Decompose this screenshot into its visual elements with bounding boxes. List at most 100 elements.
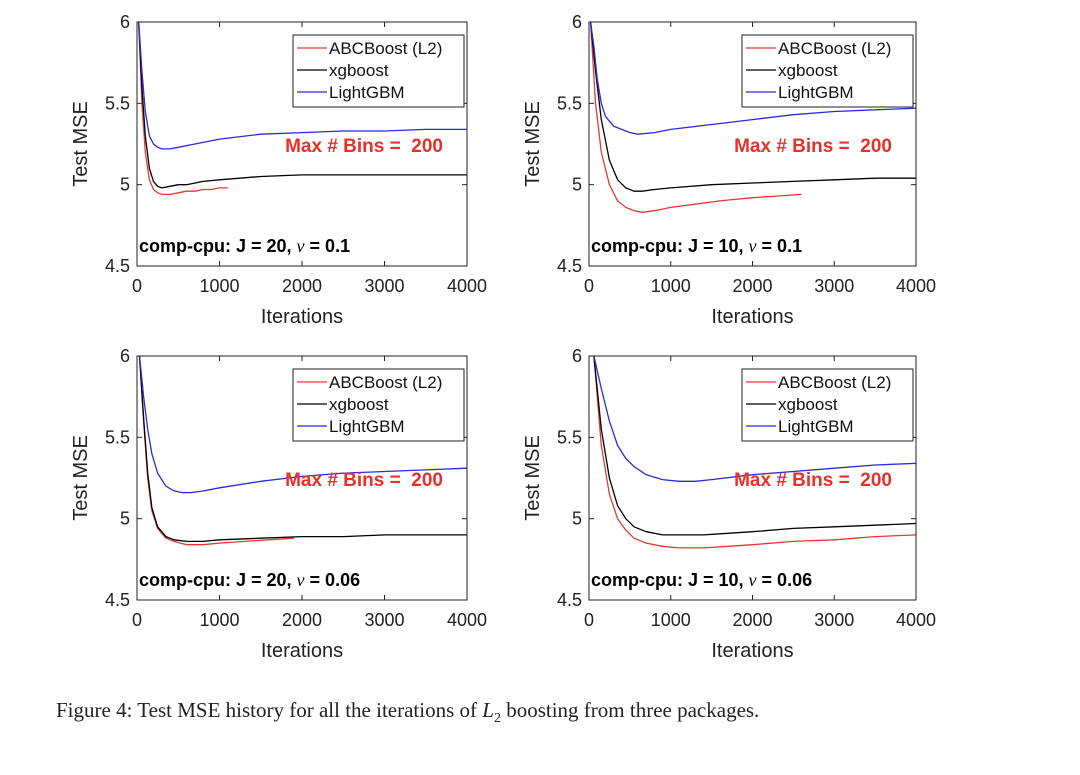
series-group: [593, 356, 916, 549]
legend-entry: xgboost: [329, 61, 389, 80]
y-tick-label: 5.5: [105, 93, 130, 113]
x-tick-label: 4000: [896, 610, 936, 630]
x-tick-label: 2000: [732, 610, 772, 630]
x-tick-label: 4000: [447, 276, 487, 296]
max-bins-annotation: Max # Bins = 200: [734, 470, 892, 491]
x-tick-label: 2000: [282, 610, 322, 630]
y-tick-label: 5: [572, 175, 582, 195]
series-line-xgboost: [593, 356, 916, 536]
config-annotation: comp-cpu: J = 10, ν = 0.06: [591, 570, 812, 590]
x-tick-label: 1000: [199, 610, 239, 630]
y-tick-label: 6: [572, 346, 582, 366]
x-tick-label: 4000: [896, 276, 936, 296]
legend-box: [292, 368, 465, 442]
caption-label: Figure 4:: [56, 698, 133, 722]
series-line-abcboost-l2: [593, 356, 916, 549]
legend-entry: LightGBM: [329, 417, 405, 436]
y-tick-label: 5: [120, 509, 130, 529]
plot-frame-top: [136, 355, 468, 601]
legend-entry: LightGBM: [329, 83, 405, 102]
legend: ABCBoost (L2) xgboost LightGBM: [741, 34, 914, 108]
x-axis-label: Iterations: [261, 306, 343, 328]
y-tick-label: 5.5: [557, 93, 582, 113]
x-axis-label: Iterations: [711, 640, 793, 662]
y-tick-label: 4.5: [557, 590, 582, 610]
legend-box: [292, 34, 465, 108]
legend: ABCBoost (L2) xgboost LightGBM: [292, 34, 465, 108]
chart-bottom-right: 0 1000 2000 3000 4000 4.5 5 5.5 6 Iterations Test …: [522, 346, 936, 662]
plot-frame-top: [588, 355, 917, 601]
series-line-xgboost: [138, 22, 467, 189]
caption-text-after: boosting from three packages.: [506, 698, 760, 722]
legend: ABCBoost (L2) xgboost LightGBM: [741, 368, 914, 442]
y-tick-label: 6: [120, 346, 130, 366]
series-line-lightgbm: [138, 356, 467, 494]
y-tick-label: 6: [120, 12, 130, 32]
caption-math-sub: 2: [493, 711, 501, 727]
y-tick-label: 5: [572, 509, 582, 529]
x-tick-label: 1000: [651, 276, 691, 296]
legend-entry: xgboost: [329, 395, 389, 414]
y-axis-label: Test MSE: [522, 435, 544, 521]
y-axis-label: Test MSE: [70, 435, 92, 521]
x-tick-label: 0: [132, 610, 142, 630]
legend-entry: ABCBoost (L2): [329, 39, 442, 58]
series-group: [589, 22, 916, 213]
y-tick-label: 4.5: [105, 590, 130, 610]
plot-frame-top: [588, 21, 917, 267]
y-tick-label: 4.5: [105, 256, 130, 276]
series-line-lightgbm: [593, 356, 916, 482]
config-annotation: comp-cpu: J = 20, ν = 0.1: [139, 236, 350, 256]
x-tick-label: 3000: [814, 610, 854, 630]
legend-entry: xgboost: [778, 395, 838, 414]
x-tick-label: 2000: [732, 276, 772, 296]
y-tick-label: 5.5: [557, 427, 582, 447]
legend-box: [741, 34, 914, 108]
y-axis-label: Test MSE: [522, 101, 544, 187]
max-bins-annotation: Max # Bins = 200: [734, 136, 892, 157]
x-tick-label: 3000: [364, 610, 404, 630]
figure-caption: Figure 4: Test MSE history for all the i…: [56, 698, 1056, 727]
series-line-xgboost: [138, 356, 467, 543]
legend-entry: LightGBM: [778, 83, 854, 102]
config-annotation: comp-cpu: J = 10, ν = 0.1: [591, 236, 802, 256]
x-tick-label: 3000: [364, 276, 404, 296]
y-tick-label: 4.5: [557, 256, 582, 276]
max-bins-annotation: Max # Bins = 200: [285, 136, 443, 157]
y-tick-label: 6: [572, 12, 582, 32]
series-line-abcboost-l2: [589, 22, 802, 213]
series-line-lightgbm: [138, 22, 467, 150]
config-annotation: comp-cpu: J = 20, ν = 0.06: [139, 570, 360, 590]
x-axis-label: Iterations: [711, 306, 793, 328]
series-line-lightgbm: [589, 22, 916, 135]
legend-entry: ABCBoost (L2): [329, 373, 442, 392]
y-tick-label: 5.5: [105, 427, 130, 447]
x-axis-label: Iterations: [261, 640, 343, 662]
x-tick-label: 2000: [282, 276, 322, 296]
x-tick-label: 1000: [199, 276, 239, 296]
series-group: [138, 356, 467, 546]
caption-math-var: L: [482, 698, 494, 722]
chart-bottom-left: 0 1000 2000 3000 4000 4.5 5 5.5 6 Iterations Test …: [70, 346, 487, 662]
series-line-abcboost-l2: [138, 22, 228, 196]
caption-text-before: Test MSE history for all the iterations …: [137, 698, 478, 722]
x-tick-label: 0: [584, 276, 594, 296]
legend-entry: ABCBoost (L2): [778, 39, 891, 58]
y-tick-label: 5: [120, 175, 130, 195]
chart-top-right: 0 1000 2000 3000 4000 4.5 5 5.5 6 Iterations Test …: [522, 12, 936, 328]
legend-entry: LightGBM: [778, 417, 854, 436]
plot-frame-top: [136, 21, 468, 267]
legend-entry: xgboost: [778, 61, 838, 80]
legend-entry: ABCBoost (L2): [778, 373, 891, 392]
x-tick-label: 3000: [814, 276, 854, 296]
x-tick-label: 0: [584, 610, 594, 630]
x-tick-label: 4000: [447, 610, 487, 630]
max-bins-annotation: Max # Bins = 200: [285, 470, 443, 491]
legend: ABCBoost (L2) xgboost LightGBM: [292, 368, 465, 442]
x-tick-label: 1000: [651, 610, 691, 630]
series-line-xgboost: [589, 22, 916, 192]
series-group: [138, 22, 467, 196]
y-axis-label: Test MSE: [70, 101, 92, 187]
legend-box: [741, 368, 914, 442]
x-tick-label: 0: [132, 276, 142, 296]
